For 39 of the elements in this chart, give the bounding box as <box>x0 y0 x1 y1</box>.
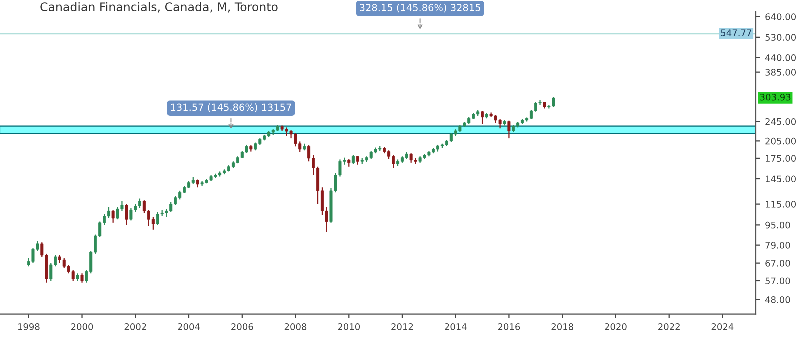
y-tick-label: 67.00 <box>766 260 790 267</box>
candlestick <box>80 273 84 284</box>
candlestick <box>138 198 142 209</box>
x-tick-label: 1998 <box>18 324 40 330</box>
x-tick-label: 2018 <box>552 324 574 330</box>
ref-line-label: 547.77 <box>721 30 752 36</box>
y-tick-label: 115.00 <box>766 201 796 208</box>
x-tick-label: 2002 <box>124 324 146 330</box>
x-tick-label: 2006 <box>232 324 254 330</box>
y-tick-label: 95.00 <box>766 222 790 229</box>
x-tick-label: 2008 <box>284 324 307 330</box>
candlestick <box>112 210 115 224</box>
x-tick-label: 2016 <box>498 324 520 330</box>
candlestick <box>508 120 511 140</box>
x-tick-label: 2000 <box>71 324 94 330</box>
annotation: 328.15 (145.86%) 32815 <box>360 4 480 13</box>
x-tick-label: 2012 <box>392 324 414 330</box>
y-tick-label: 385.00 <box>766 69 796 76</box>
annotation: 303.93 <box>760 94 791 101</box>
y-tick-label: 175.00 <box>766 155 796 162</box>
x-tick-label: 2024 <box>712 324 734 330</box>
x-tick-label: 2010 <box>338 324 360 330</box>
y-tick-label: 440.00 <box>765 54 796 62</box>
y-tick-label: 79.00 <box>766 242 790 249</box>
annotation: 131.57 (145.86%) 13157 <box>171 104 292 112</box>
y-tick-label: 530.00 <box>766 34 796 41</box>
x-tick-label: 2014 <box>445 324 467 330</box>
y-tick-label: 48.00 <box>765 296 790 304</box>
candlestick <box>481 110 484 125</box>
y-tick-label: 245.00 <box>766 118 796 126</box>
chart-title: Canadian Financials, Canada, M, Toronto <box>40 2 278 13</box>
y-tick-label: 640.00 <box>766 14 796 20</box>
y-tick-label: 145.00 <box>766 176 796 183</box>
y-tick-label: 205.00 <box>766 138 796 145</box>
x-tick-label: 2004 <box>178 324 200 330</box>
x-tick-label: 2020 <box>605 324 627 330</box>
candlestick <box>125 204 128 226</box>
x-tick-label: 2022 <box>658 324 680 330</box>
y-tick-label: 57.00 <box>766 278 790 285</box>
